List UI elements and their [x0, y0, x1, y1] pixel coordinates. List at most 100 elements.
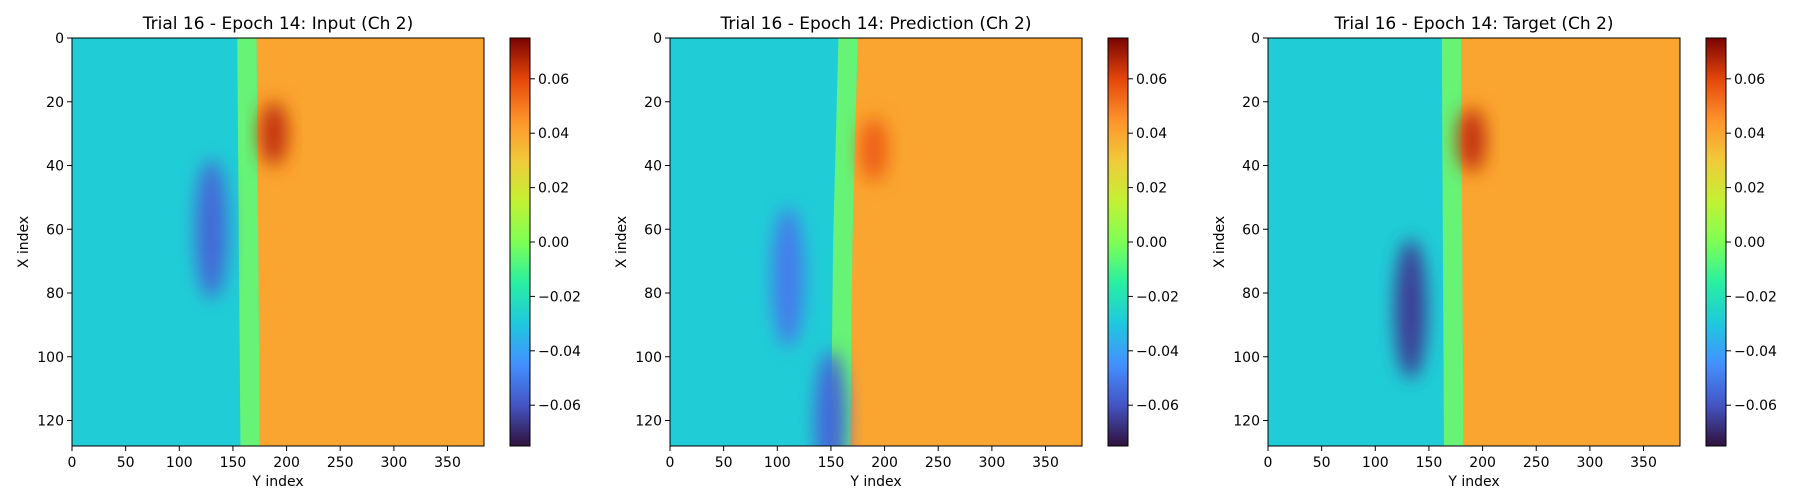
colorbar-tick-label: −0.02	[538, 289, 581, 305]
y-tick-label: 40	[1242, 159, 1260, 175]
y-tick-label: 60	[1242, 222, 1260, 238]
y-tick-label: 0	[1251, 31, 1260, 47]
x-tick-label: 50	[715, 455, 733, 471]
x-axis-label: Y index	[251, 474, 303, 490]
y-tick-label: 120	[1233, 414, 1260, 430]
colorbar-tick-label: 0.00	[1734, 235, 1765, 251]
y-axis-label: X index	[1212, 216, 1228, 268]
chart-title: Trial 16 - Epoch 14: Target (Ch 2)	[1333, 14, 1613, 34]
y-axis-label: X index	[614, 216, 630, 268]
y-tick-label: 60	[46, 222, 64, 238]
heatmap-panel-2: 0 50 100 150 200 250 300 350 0 20 40 60 80 100 120 Tria…	[614, 14, 1179, 490]
heatmap-image	[1268, 38, 1680, 446]
colorbar-tick-label: 0.04	[1136, 126, 1167, 142]
colorbar	[1705, 37, 1727, 447]
colorbar-tick-label: 0.04	[538, 126, 569, 142]
field-front-band	[830, 38, 858, 446]
field-right-region	[850, 38, 1082, 446]
chart-title: Trial 16 - Epoch 14: Input (Ch 2)	[142, 14, 414, 34]
heatmap-panel-1: 0 50 100 150 200 250 300 350 0 20 40 60 80 100 120 Tria…	[16, 14, 581, 490]
x-tick-label: 250	[327, 455, 354, 471]
colorbar-tick-label: 0.06	[1136, 72, 1167, 88]
x-axis-label: Y index	[1447, 474, 1499, 490]
heatmap-panel-3: 0 50 100 150 200 250 300 350 0 20 40 60 80 100 120 Tria…	[1212, 14, 1777, 490]
x-tick-label: 300	[381, 455, 408, 471]
colorbar-tick-label: 0.02	[538, 181, 569, 197]
field-feature-high	[1457, 108, 1486, 172]
x-tick-label: 300	[979, 455, 1006, 471]
field-feature-low	[1394, 238, 1427, 379]
y-tick-label: 80	[1242, 286, 1260, 302]
x-tick-label: 200	[273, 455, 300, 471]
colorbar-tick-label: 0.02	[1136, 181, 1167, 197]
y-tick-label: 100	[635, 350, 662, 366]
heatmap-image	[72, 38, 484, 446]
x-tick-label: 50	[117, 455, 135, 471]
y-tick-label: 80	[644, 286, 662, 302]
field-feature-high	[259, 101, 288, 166]
y-tick-label: 0	[55, 31, 64, 47]
x-tick-label: 150	[220, 455, 247, 471]
x-tick-label: 150	[1416, 455, 1443, 471]
x-tick-label: 100	[166, 455, 193, 471]
colorbar-tick-label: −0.04	[1734, 344, 1777, 360]
y-tick-label: 120	[635, 414, 662, 430]
field-feature-low	[814, 350, 847, 446]
x-tick-label: 350	[434, 455, 461, 471]
chart-title: Trial 16 - Epoch 14: Prediction (Ch 2)	[720, 14, 1032, 34]
field-front-band	[237, 38, 260, 446]
x-tick-label: 350	[1630, 455, 1657, 471]
x-tick-label: 150	[818, 455, 845, 471]
x-tick-label: 350	[1032, 455, 1059, 471]
colorbar-tick-label: 0.00	[538, 235, 569, 251]
y-tick-label: 20	[644, 95, 662, 111]
x-tick-label: 200	[871, 455, 898, 471]
colorbar-tick-label: −0.06	[1136, 398, 1179, 414]
colorbar-tick-label: −0.06	[538, 398, 581, 414]
x-tick-label: 250	[1523, 455, 1550, 471]
x-tick-label: 0	[68, 455, 77, 471]
colorbar-tick-label: 0.02	[1734, 181, 1765, 197]
field-right-region	[1461, 38, 1680, 446]
y-tick-label: 20	[46, 95, 64, 111]
colorbar-tick-label: 0.06	[1734, 72, 1765, 88]
y-tick-label: 60	[644, 222, 662, 238]
x-tick-label: 200	[1469, 455, 1496, 471]
colorbar-tick-label: 0.06	[538, 72, 569, 88]
x-axis-label: Y index	[849, 474, 901, 490]
y-tick-label: 100	[37, 350, 64, 366]
colorbar-tick-label: −0.06	[1734, 398, 1777, 414]
colorbar	[509, 37, 531, 447]
field-front-band	[1441, 38, 1464, 446]
field-right-region	[256, 38, 484, 446]
field-feature-high	[859, 117, 888, 182]
y-tick-label: 100	[1233, 350, 1260, 366]
y-tick-label: 40	[46, 159, 64, 175]
colorbar-tick-label: −0.02	[1734, 289, 1777, 305]
x-tick-label: 0	[1264, 455, 1273, 471]
y-axis-label: X index	[16, 216, 32, 268]
axes-frame	[71, 37, 485, 447]
y-tick-label: 0	[653, 31, 662, 47]
x-tick-label: 100	[764, 455, 791, 471]
axes-frame	[1267, 37, 1681, 447]
y-tick-label: 80	[46, 286, 64, 302]
colorbar-tick-label: 0.04	[1734, 126, 1765, 142]
colorbar-tick-label: −0.02	[1136, 289, 1179, 305]
field-feature-low	[772, 207, 805, 348]
y-tick-label: 20	[1242, 95, 1260, 111]
x-tick-label: 100	[1362, 455, 1389, 471]
axes-frame	[669, 37, 1083, 447]
x-tick-label: 50	[1313, 455, 1331, 471]
colorbar-tick-label: −0.04	[1136, 344, 1179, 360]
colorbar-tick-label: −0.04	[538, 344, 581, 360]
y-tick-label: 40	[644, 159, 662, 175]
field-feature-low	[195, 159, 228, 300]
x-tick-label: 250	[925, 455, 952, 471]
y-tick-label: 120	[37, 414, 64, 430]
x-tick-label: 0	[666, 455, 675, 471]
x-tick-label: 300	[1577, 455, 1604, 471]
heatmap-image	[670, 38, 1082, 446]
colorbar-tick-label: 0.00	[1136, 235, 1167, 251]
